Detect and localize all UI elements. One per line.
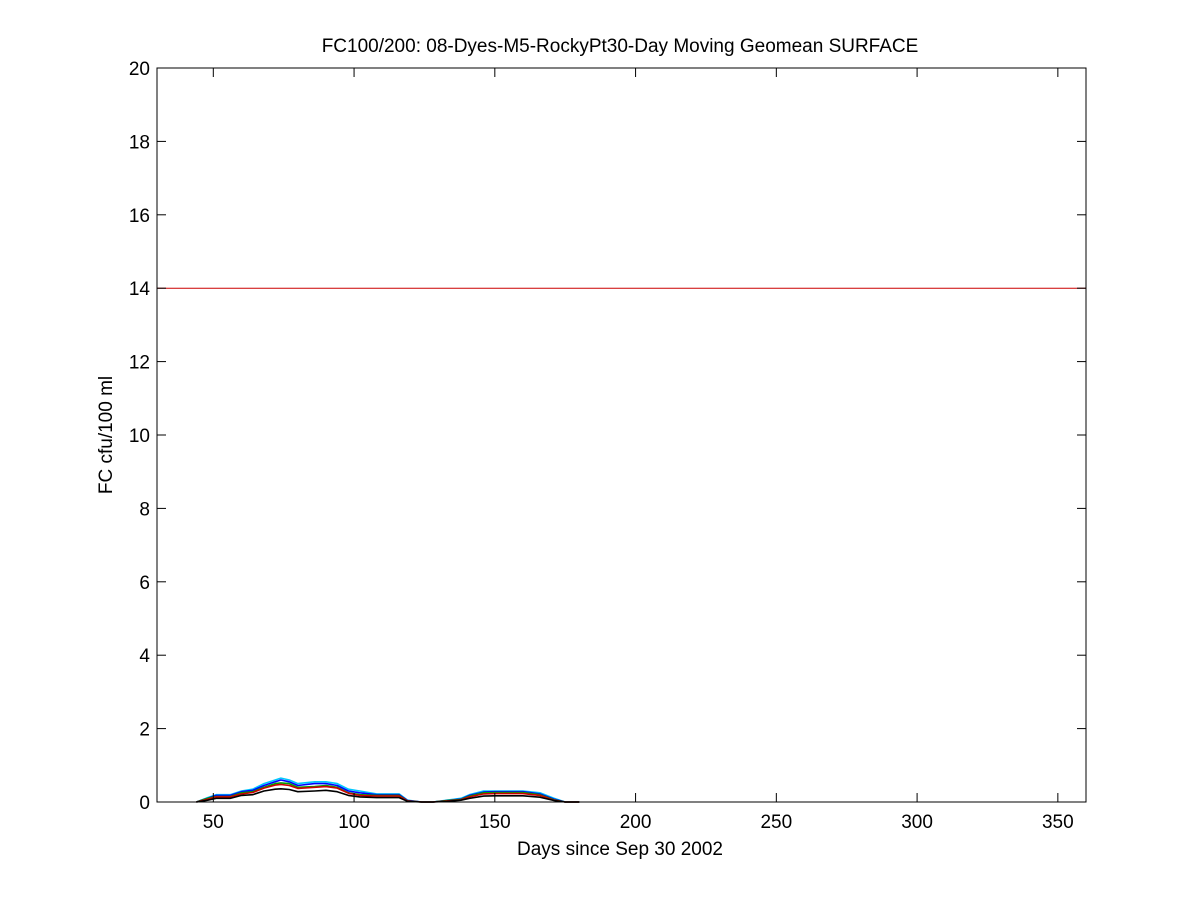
- y-tick-label: 6: [139, 573, 150, 594]
- chart-title: FC100/200: 08-Dyes-M5-RockyPt30-Day Movi…: [322, 36, 919, 57]
- x-axis-label: Days since Sep 30 2002: [517, 839, 723, 860]
- x-tick-label: 250: [760, 812, 792, 833]
- x-tick-label: 150: [479, 812, 511, 833]
- tick-layer: 50 100 150 200 250 300 350 0 2 4 6 8 10 12 14 16 18 20: [129, 59, 1086, 833]
- y-tick-label: 12: [129, 353, 150, 374]
- x-tick-label: 200: [620, 812, 652, 833]
- y-tick-label: 2: [139, 720, 150, 741]
- x-tick-label: 100: [338, 812, 370, 833]
- y-tick-label: 14: [129, 279, 151, 300]
- x-tick-label: 350: [1042, 812, 1074, 833]
- y-tick-label: 20: [129, 59, 150, 80]
- y-tick-label: 0: [139, 793, 150, 814]
- x-tick-label: 300: [901, 812, 933, 833]
- plot-frame: [156, 67, 1087, 803]
- y-tick-label: 4: [139, 646, 150, 667]
- y-tick-label: 10: [129, 426, 150, 447]
- y-axis-label: FC cfu/100 ml: [96, 376, 117, 494]
- x-tick-label: 50: [203, 812, 224, 833]
- y-tick-label: 18: [129, 132, 150, 153]
- y-tick-label: 8: [139, 499, 150, 520]
- plot-background: [157, 68, 1086, 802]
- y-tick-label: 16: [129, 206, 150, 227]
